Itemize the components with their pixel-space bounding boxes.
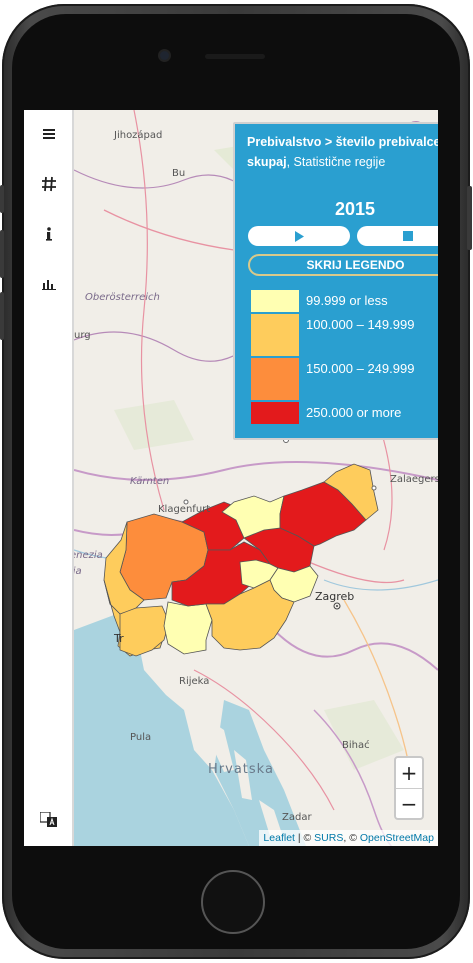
- region-jugovzhodna: [205, 579, 295, 651]
- sidebar: [24, 110, 74, 846]
- map-label-zadar: Zadar: [282, 812, 312, 823]
- region-pomurska: [323, 463, 379, 521]
- legend-swatch: [251, 290, 299, 312]
- map-label-bu: Bu: [172, 168, 186, 179]
- map-label-tr: Tr: [114, 632, 124, 645]
- menu-icon: [43, 129, 55, 139]
- phone-home-button[interactable]: [201, 870, 265, 934]
- map-label-bihac: Bihać: [342, 740, 370, 751]
- leaflet-link[interactable]: Leaflet: [263, 832, 295, 844]
- map-label-jihozapad: Jihozápad: [114, 130, 163, 141]
- menu-button[interactable]: [24, 114, 74, 154]
- play-icon: [295, 230, 304, 242]
- phone-camera: [160, 51, 169, 60]
- region-goriska-west: [103, 521, 145, 615]
- phone-volume-up: [0, 230, 4, 278]
- map-label-oberosterreich: Oberösterreich: [85, 292, 160, 303]
- hash-button[interactable]: [24, 164, 74, 204]
- stop-button[interactable]: [357, 226, 438, 246]
- legend-title: Prebivalstvo > število prebivalcev > sku…: [247, 132, 438, 172]
- map-label-kaernten: Kärnten: [130, 476, 170, 487]
- map-label-zalaegerszeg: Zalaegersze: [390, 474, 438, 485]
- legend-item: 150.000 – 249.999: [251, 358, 426, 400]
- legend-panel: Prebivalstvo > število prebivalcev > sku…: [233, 122, 438, 440]
- play-button[interactable]: [248, 226, 350, 246]
- legend-title-geo: , Statistične regije: [286, 155, 386, 169]
- phone-speaker: [205, 54, 265, 59]
- legend-item: 100.000 – 149.999: [251, 314, 426, 356]
- hide-legend-button[interactable]: SKRIJ LEGENDO: [248, 254, 438, 276]
- translate-icon: [40, 812, 57, 827]
- map-view[interactable]: Jihozápad Bu Oberösterreich urg Kärnten …: [70, 110, 438, 846]
- phone-volume-down: [0, 292, 4, 340]
- legend-year: 2015: [334, 199, 376, 219]
- surs-link[interactable]: SURS: [314, 832, 344, 844]
- map-label-hrvatska: Hrvatska: [208, 762, 274, 777]
- region-obalno-kraska: [119, 605, 170, 657]
- attribution-sep2: , ©: [343, 832, 360, 844]
- legend-swatch: [251, 402, 299, 424]
- legend-swatch: [251, 358, 299, 400]
- osm-link[interactable]: OpenStreetMap: [359, 832, 434, 844]
- legend-item-label: 150.000 – 249.999: [306, 361, 415, 376]
- legend-swatch: [251, 314, 299, 356]
- info-icon: [46, 227, 52, 241]
- hash-icon: [42, 176, 56, 192]
- map-label-pula: Pula: [130, 732, 152, 743]
- map-label-enezia: enezia: [70, 550, 103, 561]
- map-label-urg: urg: [74, 330, 91, 341]
- legend-item-label: 250.000 or more: [306, 405, 402, 420]
- bar-chart-icon: [42, 280, 56, 290]
- translate-button[interactable]: [24, 800, 74, 840]
- chart-button[interactable]: [24, 264, 74, 304]
- app-screen: Jihozápad Bu Oberösterreich urg Kärnten …: [24, 110, 438, 846]
- map-attribution: Leaflet | © SURS, © OpenStreetMap: [259, 830, 438, 846]
- legend-item: 250.000 or more: [251, 402, 426, 424]
- stop-icon: [403, 231, 413, 241]
- zoom-out-button[interactable]: −: [396, 788, 422, 819]
- map-label-rijeka: Rijeka: [179, 676, 210, 687]
- region-podravska: [279, 481, 367, 547]
- legend-item-label: 100.000 – 149.999: [306, 317, 415, 332]
- info-button[interactable]: [24, 214, 74, 254]
- legend-title-indicator: Prebivalstvo > število prebivalcev > sku…: [247, 135, 438, 169]
- region-primorsko-notranjska: [163, 601, 213, 655]
- attribution-sep1: | ©: [294, 832, 315, 844]
- phone-power-button: [467, 186, 472, 250]
- legend-item-label: 99.999 or less: [306, 293, 388, 308]
- zoom-control: + −: [394, 756, 424, 820]
- map-label-klagenfurt: Klagenfurt: [158, 504, 211, 515]
- map-label-lia: lia: [70, 566, 82, 577]
- zoom-in-button[interactable]: +: [400, 761, 418, 785]
- phone-side-button: [0, 185, 4, 213]
- map-label-zagreb: Zagreb: [315, 590, 355, 603]
- legend-item: 99.999 or less: [251, 290, 426, 312]
